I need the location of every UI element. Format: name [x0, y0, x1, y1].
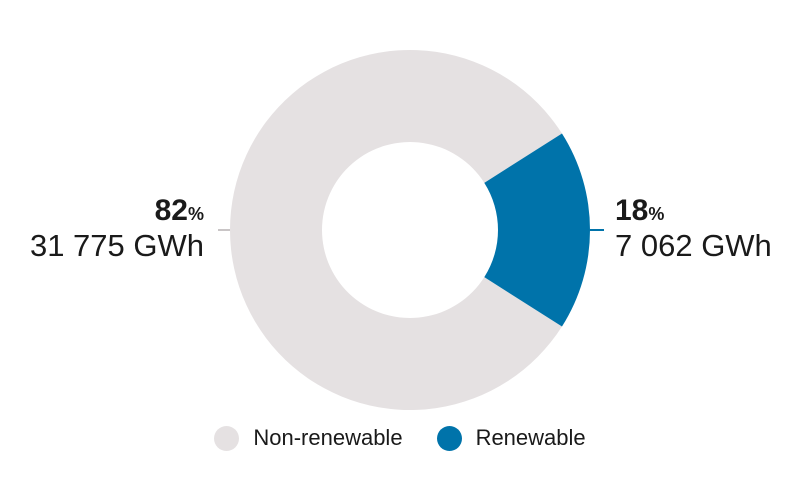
legend-label-non-renewable: Non-renewable [253, 425, 403, 450]
renewable-percent-sign: % [648, 204, 665, 224]
renewable-percent-label: 18% [615, 196, 772, 226]
legend-label-renewable: Renewable [475, 425, 586, 450]
renewable-label-block: 18% 7 062 GWh [615, 196, 772, 263]
legend-item-renewable: Renewable [436, 425, 586, 451]
slice-renewable [484, 133, 590, 327]
legend-swatch-renewable [436, 425, 462, 451]
non-renewable-percent-sign: % [187, 204, 204, 224]
non-renewable-percent-label: 82% [30, 196, 204, 226]
renewable-value-label: 7 062 GWh [615, 228, 772, 263]
slice-non-renewable [229, 50, 562, 411]
renewable-percent-value: 18 [615, 194, 649, 227]
chart-legend: Non-renewable Renewable [0, 425, 800, 451]
legend-item-non-renewable: Non-renewable [214, 425, 403, 451]
non-renewable-percent-value: 82 [154, 194, 188, 227]
non-renewable-value-label: 31 775 GWh [29, 228, 204, 263]
legend-swatch-non-renewable [214, 425, 240, 451]
non-renewable-label-block: 82% 31 775 GWh [29, 196, 204, 263]
